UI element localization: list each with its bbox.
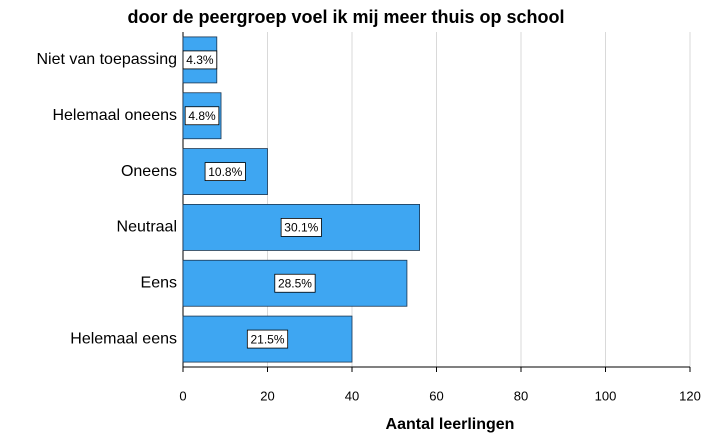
y-tick-label: Neutraal (117, 219, 177, 236)
value-label-box (274, 273, 316, 293)
x-tick-label: 120 (679, 388, 701, 403)
x-tick-label: 60 (429, 388, 443, 403)
x-axis-label: Aantal leerlingen (386, 416, 515, 433)
y-tick-label: Oneens (121, 163, 177, 180)
value-label-box (184, 106, 220, 126)
value-label-box (280, 218, 322, 237)
value-label: 4.8% (188, 109, 216, 123)
x-tick-label: 0 (179, 388, 186, 403)
value-label: 10.8% (208, 165, 242, 179)
y-tick-label: Helemaal eens (70, 330, 177, 347)
value-label-box (246, 329, 289, 349)
y-tick-label: Helemaal oneens (52, 107, 177, 124)
value-label: 28.5% (278, 276, 312, 290)
value-label: 30.1% (284, 221, 318, 235)
y-tick-label: Eens (141, 274, 177, 291)
value-label: 21.5% (250, 332, 284, 346)
x-tick-label: 40 (345, 388, 359, 403)
y-tick-label: Niet van toepassing (36, 51, 177, 68)
x-tick-label: 100 (595, 388, 617, 403)
x-tick-label: 80 (514, 388, 528, 403)
value-label-box (182, 50, 218, 70)
value-label: 4.3% (186, 53, 214, 67)
value-label-box (204, 162, 246, 181)
chart-title: door de peergroep voel ik mij meer thuis… (127, 7, 564, 27)
x-tick-label: 20 (260, 388, 274, 403)
